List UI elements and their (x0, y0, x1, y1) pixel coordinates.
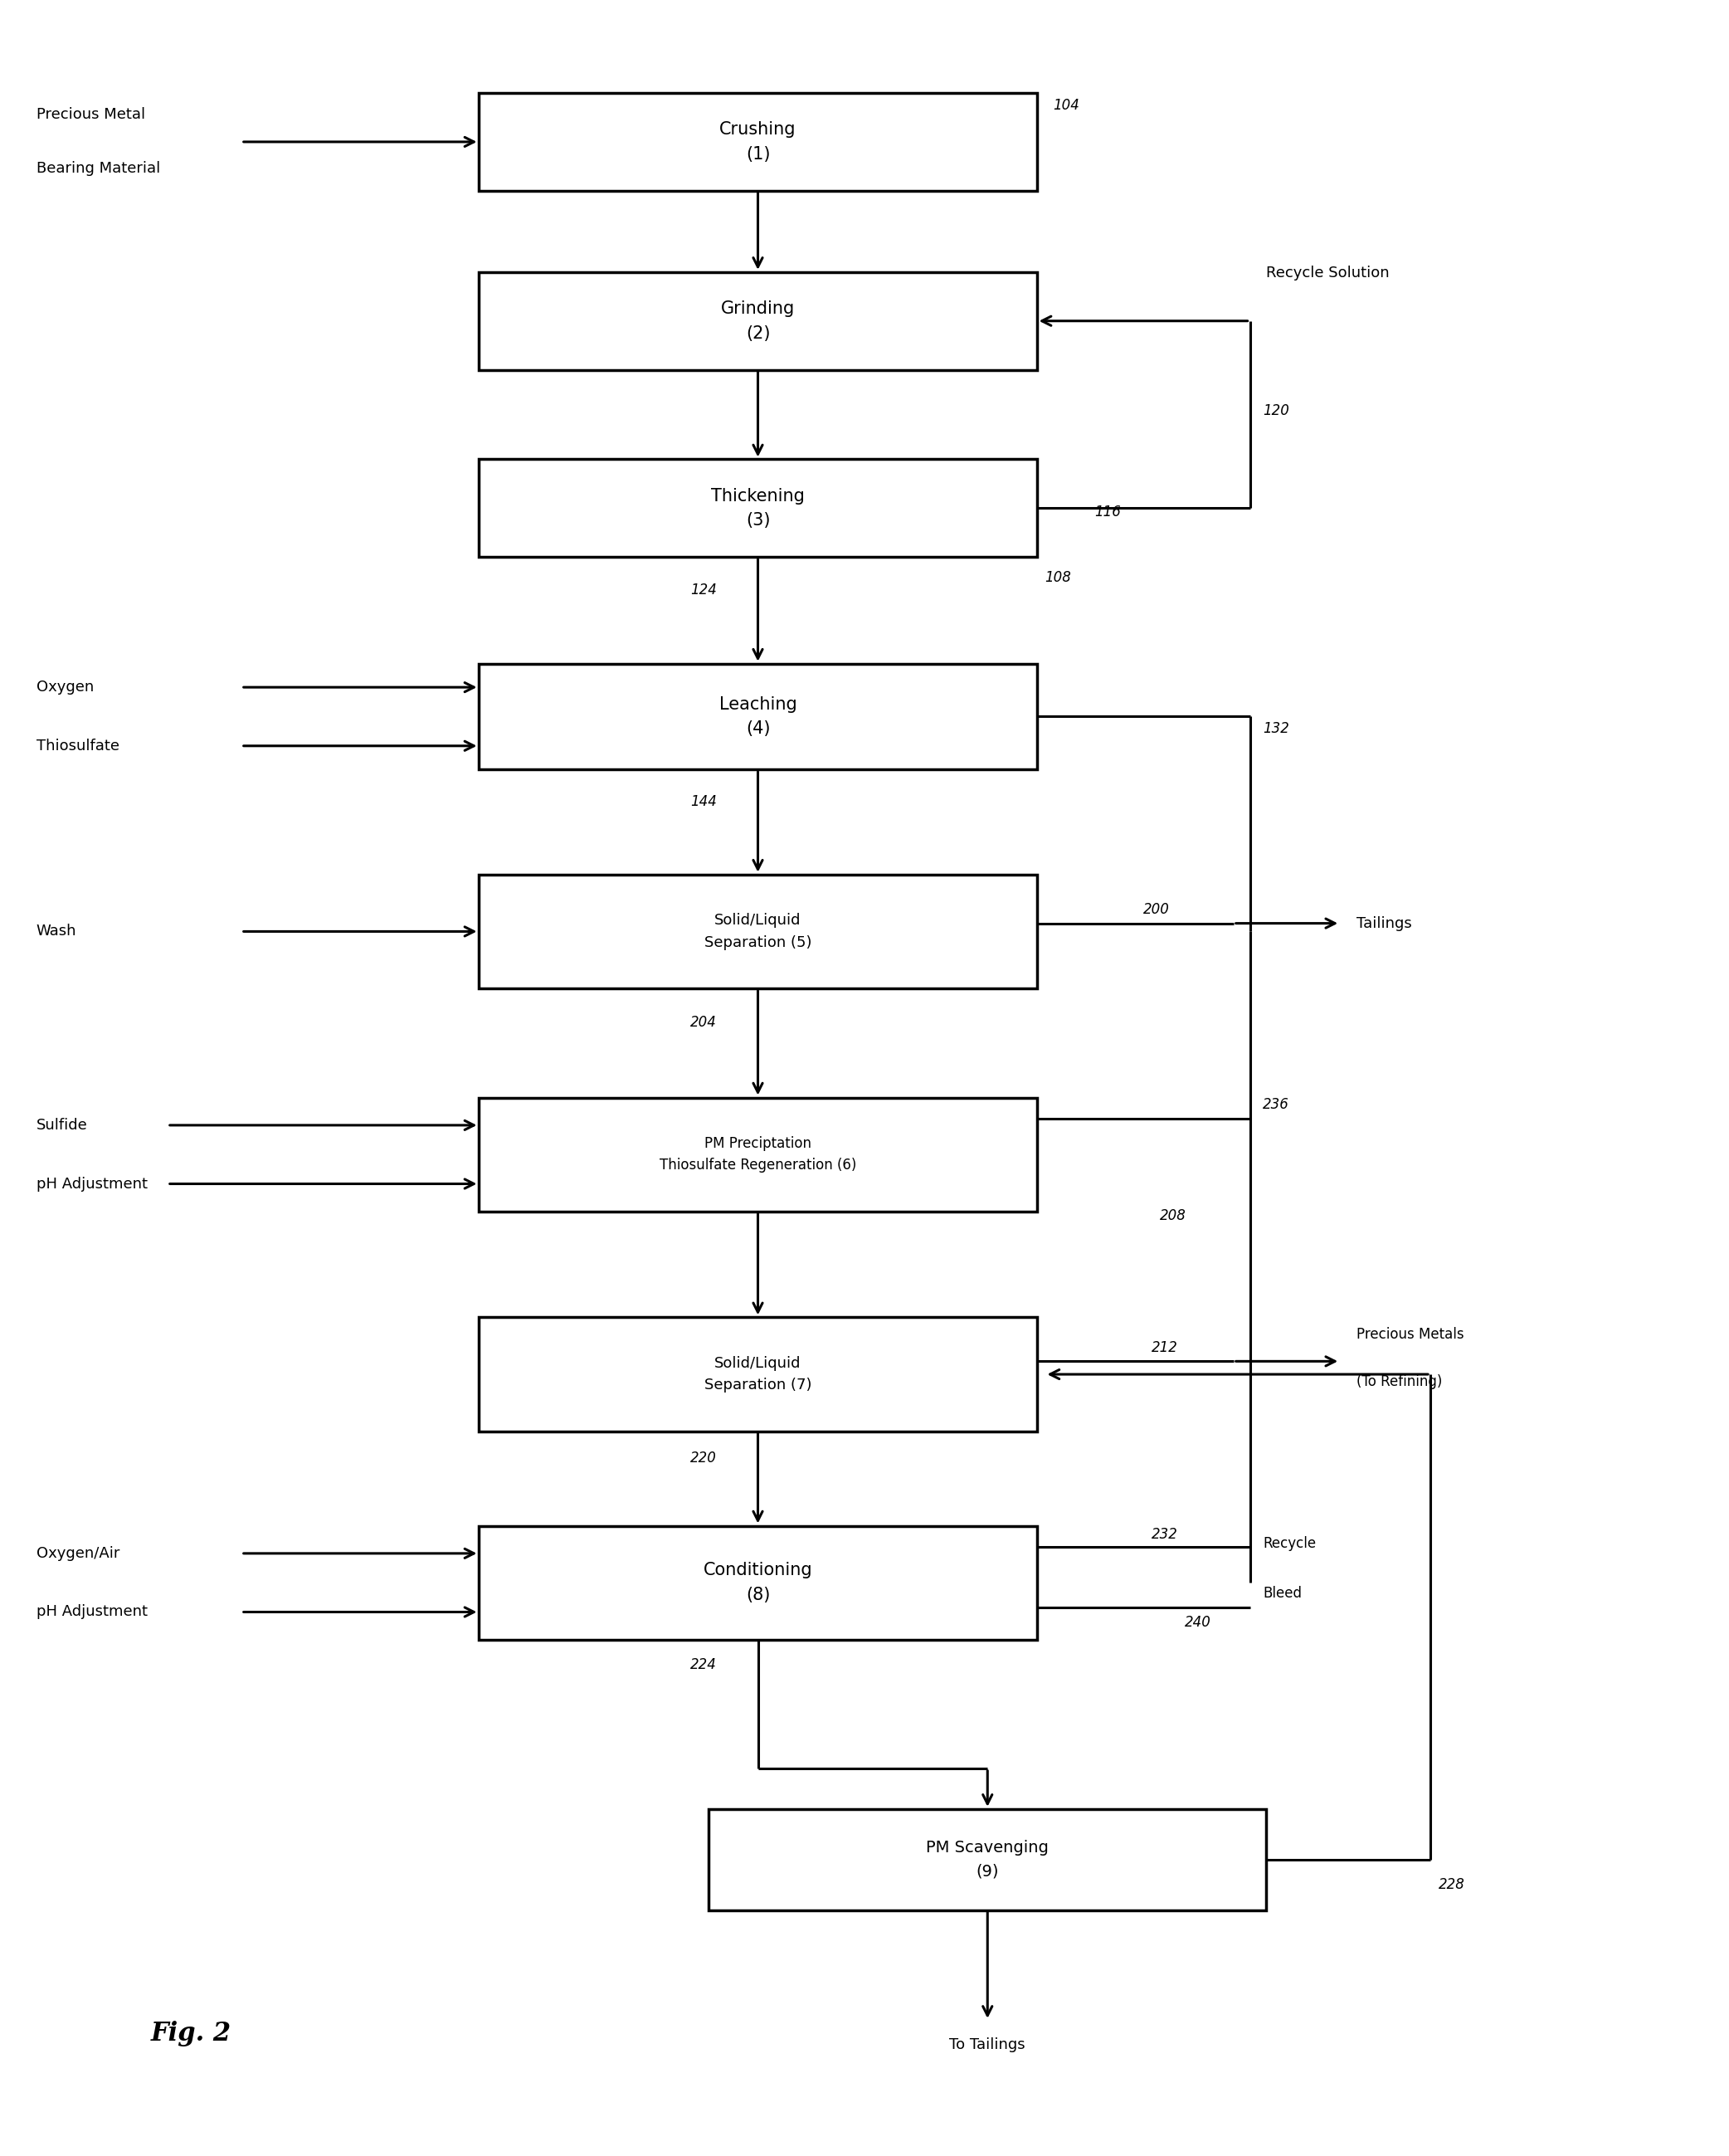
FancyBboxPatch shape (479, 1526, 1037, 1641)
FancyBboxPatch shape (479, 1097, 1037, 1212)
Text: pH Adjustment: pH Adjustment (36, 1604, 147, 1619)
Text: Thiosulfate: Thiosulfate (36, 737, 119, 752)
Text: 224: 224 (690, 1658, 718, 1673)
FancyBboxPatch shape (709, 1809, 1266, 1910)
Text: 240: 240 (1184, 1615, 1210, 1630)
Text: To Tailings: To Tailings (949, 2037, 1025, 2053)
FancyBboxPatch shape (479, 93, 1037, 190)
Text: Bleed: Bleed (1264, 1585, 1302, 1600)
Text: PM Preciptation
Thiosulfate Regeneration (6): PM Preciptation Thiosulfate Regeneration… (659, 1136, 856, 1173)
FancyBboxPatch shape (479, 1317, 1037, 1432)
Text: 232: 232 (1152, 1526, 1177, 1542)
FancyBboxPatch shape (479, 272, 1037, 371)
Text: 104: 104 (1053, 97, 1079, 112)
Text: 132: 132 (1264, 722, 1290, 735)
Text: pH Adjustment: pH Adjustment (36, 1177, 147, 1192)
Text: Oxygen: Oxygen (36, 679, 93, 694)
Text: 120: 120 (1264, 403, 1290, 418)
Text: Solid/Liquid
Separation (7): Solid/Liquid Separation (7) (704, 1356, 811, 1393)
Text: 220: 220 (690, 1451, 718, 1466)
Text: (To Refining): (To Refining) (1357, 1373, 1442, 1388)
Text: Sulfide: Sulfide (36, 1117, 88, 1132)
Text: 212: 212 (1152, 1339, 1177, 1354)
Text: Solid/Liquid
Separation (5): Solid/Liquid Separation (5) (704, 912, 811, 951)
Text: Precious Metal: Precious Metal (36, 108, 145, 123)
Text: 144: 144 (690, 793, 718, 808)
Text: Grinding
(2): Grinding (2) (721, 300, 795, 341)
Text: 200: 200 (1143, 901, 1171, 916)
Text: 108: 108 (1044, 569, 1072, 584)
Text: Conditioning
(8): Conditioning (8) (704, 1563, 813, 1604)
Text: Thickening
(3): Thickening (3) (711, 487, 804, 528)
Text: Crushing
(1): Crushing (1) (719, 121, 797, 162)
Text: Oxygen/Air: Oxygen/Air (36, 1546, 119, 1561)
Text: 228: 228 (1439, 1878, 1464, 1893)
Text: Recycle: Recycle (1264, 1537, 1316, 1550)
Text: 236: 236 (1264, 1097, 1290, 1112)
Text: 204: 204 (690, 1015, 718, 1031)
Text: Bearing Material: Bearing Material (36, 162, 161, 177)
FancyBboxPatch shape (479, 875, 1037, 987)
FancyBboxPatch shape (479, 664, 1037, 770)
Text: 124: 124 (690, 582, 718, 597)
Text: 116: 116 (1094, 505, 1120, 520)
Text: Precious Metals: Precious Metals (1357, 1326, 1464, 1341)
Text: Tailings: Tailings (1357, 916, 1413, 931)
Text: Wash: Wash (36, 925, 76, 940)
Text: Leaching
(4): Leaching (4) (719, 696, 797, 737)
Text: Recycle Solution: Recycle Solution (1266, 265, 1390, 280)
FancyBboxPatch shape (479, 459, 1037, 556)
Text: Fig. 2: Fig. 2 (150, 2020, 232, 2046)
Text: 208: 208 (1160, 1207, 1186, 1222)
Text: PM Scavenging
(9): PM Scavenging (9) (927, 1839, 1050, 1880)
